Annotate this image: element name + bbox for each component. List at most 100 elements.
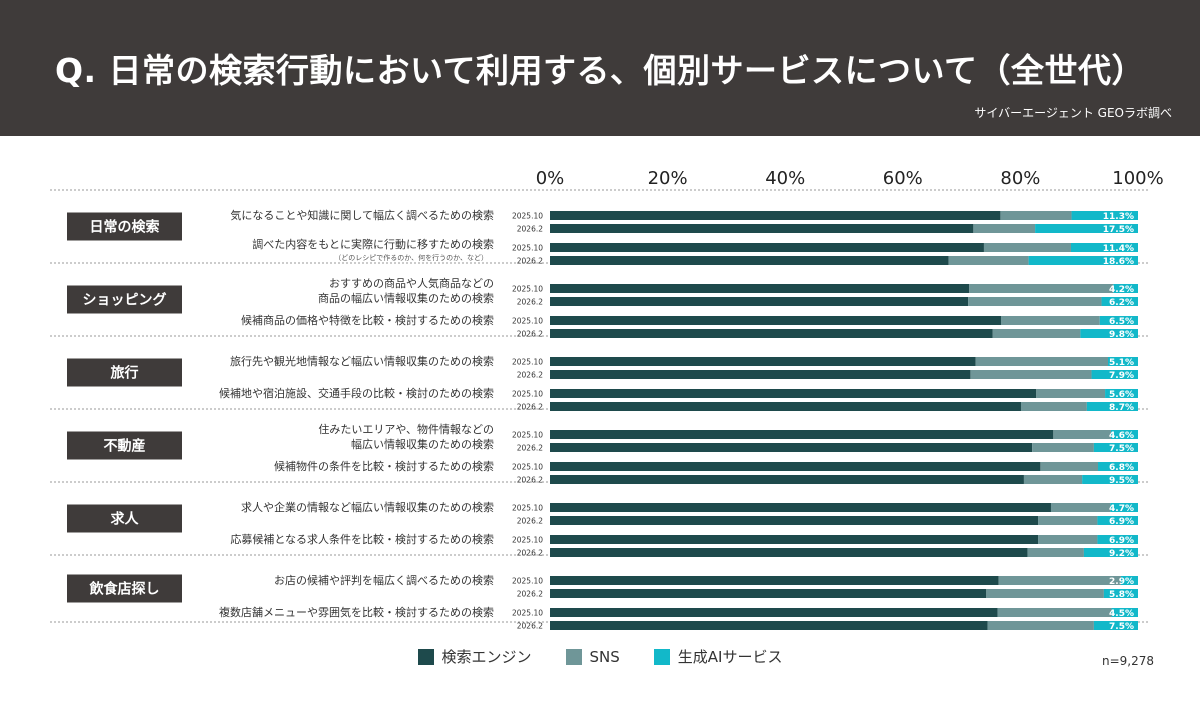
sample-size: n=9,278 — [1101, 654, 1154, 668]
category-label-3: 不動産 — [104, 438, 146, 455]
period-label-0-0-0: 2025.10 — [512, 212, 543, 221]
period-label-2-0-0: 2025.10 — [512, 358, 543, 367]
x-tick-label-4: 80% — [1000, 168, 1040, 189]
item-label-0-0-0: 気になることや知識に関して幅広く調べるための検索 — [230, 208, 494, 222]
period-label-5-0-0: 2025.10 — [512, 577, 543, 586]
ai-value-label-0-0-0: 11.3% — [1103, 212, 1134, 222]
period-label-4-1-0: 2025.10 — [512, 536, 543, 545]
bar-ai-0-1-1 — [1028, 256, 1138, 265]
period-label-0-1-1: 2026.2 — [517, 257, 543, 266]
item-label-5-1-0: 複数店舗メニューや雰囲気を比較・検討するための検索 — [219, 605, 494, 619]
bar-ai-3-1-0 — [1098, 462, 1138, 471]
item-label-3-0-1: 幅広い情報収集のための検索 — [351, 437, 494, 451]
chart-title: Q. 日常の検索行動において利用する、個別サービスについて（全世代） — [54, 51, 1146, 90]
bar-sns-5-0-1 — [986, 589, 1104, 598]
bar-sns-3-1-1 — [1023, 475, 1083, 484]
ai-value-label-2-1-1: 8.7% — [1109, 403, 1134, 413]
bar-sns-5-1-0 — [997, 608, 1112, 617]
bar-sns-3-1-0 — [1040, 462, 1099, 471]
bar-sns-4-0-1 — [1038, 516, 1098, 525]
bar-sns-4-1-0 — [1038, 535, 1098, 544]
bar-ai-3-0-1 — [1093, 443, 1138, 452]
bar-search-0-0-0 — [550, 211, 1001, 220]
x-tick-label-5: 100% — [1112, 168, 1163, 189]
bar-search-2-1-1 — [550, 402, 1021, 411]
item-label-4-0-0: 求人や企業の情報など幅広い情報収集のための検索 — [241, 500, 494, 514]
category-box-1 — [67, 285, 182, 314]
ai-value-label-3-1-1: 9.5% — [1109, 476, 1134, 486]
bar-ai-4-1-0 — [1097, 535, 1138, 544]
category-box-3 — [67, 431, 182, 460]
bar-ai-3-0-0 — [1110, 430, 1138, 439]
period-label-3-0-1: 2026.2 — [517, 444, 543, 453]
legend-item-search: 検索エンジン — [417, 646, 532, 667]
item-label-0-1-0: 調べた内容をもとに実際に行動に移すための検索 — [252, 237, 494, 251]
period-label-1-0-1: 2026.2 — [517, 298, 543, 307]
period-label-0-1-0: 2025.10 — [512, 244, 543, 253]
bar-search-2-1-0 — [550, 389, 1037, 398]
ai-value-label-4-0-1: 6.9% — [1109, 517, 1134, 527]
bar-sns-1-0-0 — [969, 284, 1114, 293]
item-note-0-1: （どのレシピで作るのか、何を行うのか、など） — [334, 253, 488, 262]
bar-search-1-0-1 — [550, 297, 969, 306]
ai-value-label-0-1-1: 18.6% — [1103, 257, 1134, 267]
bar-ai-2-1-1 — [1086, 402, 1138, 411]
bar-ai-1-1-1 — [1080, 329, 1138, 338]
bar-search-3-0-1 — [550, 443, 1033, 452]
bar-search-0-1-0 — [550, 243, 984, 252]
ai-value-label-2-0-1: 7.9% — [1109, 371, 1134, 381]
bar-sns-0-1-0 — [983, 243, 1071, 252]
period-label-3-0-0: 2025.10 — [512, 431, 543, 440]
bar-sns-0-0-1 — [973, 224, 1036, 233]
bar-sns-1-1-0 — [1000, 316, 1100, 325]
bar-search-3-1-1 — [550, 475, 1024, 484]
item-label-1-1-0: 候補商品の価格や特徴を比較・検討するための検索 — [241, 313, 494, 327]
legend-label-ai: 生成AIサービス — [677, 648, 783, 666]
bar-search-3-0-0 — [550, 430, 1054, 439]
bar-search-4-1-1 — [550, 548, 1028, 557]
bar-ai-4-1-1 — [1083, 548, 1138, 557]
period-label-2-1-1: 2026.2 — [517, 403, 543, 412]
bar-sns-5-0-0 — [998, 576, 1121, 585]
item-label-1-0-0: おすすめの商品や人気商品などの — [329, 276, 494, 290]
category-box-5 — [67, 574, 182, 603]
category-label-0: 日常の検索 — [90, 219, 160, 236]
ai-value-label-1-0-1: 6.2% — [1109, 298, 1134, 308]
item-label-2-0-0: 旅行先や観光地情報など幅広い情報収集のための検索 — [230, 354, 494, 368]
x-tick-label-3: 60% — [883, 168, 923, 189]
ai-value-label-1-1-1: 9.8% — [1109, 330, 1134, 340]
item-label-4-1-0: 応募候補となる求人条件を比較・検討するための検索 — [230, 532, 494, 546]
ai-value-label-3-0-1: 7.5% — [1109, 444, 1134, 454]
period-label-1-1-0: 2025.10 — [512, 317, 543, 326]
bar-ai-5-0-0 — [1120, 576, 1138, 585]
bar-sns-0-0-0 — [1000, 211, 1072, 220]
bar-sns-0-1-1 — [948, 256, 1029, 265]
ai-value-label-2-0-0: 5.1% — [1109, 358, 1134, 368]
bar-ai-3-1-1 — [1082, 475, 1138, 484]
category-box-2 — [67, 358, 182, 387]
bar-ai-5-1-0 — [1111, 608, 1138, 617]
period-label-3-1-0: 2025.10 — [512, 463, 543, 472]
header: Q. 日常の検索行動において利用する、個別サービスについて（全世代） サイバーエ… — [0, 0, 1200, 136]
bar-search-5-0-1 — [550, 589, 987, 598]
bar-search-1-1-0 — [550, 316, 1001, 325]
bar-sns-2-0-1 — [970, 370, 1092, 379]
bar-sns-3-0-0 — [1053, 430, 1111, 439]
ai-value-label-5-1-1: 7.5% — [1109, 622, 1134, 632]
bar-sns-3-0-1 — [1032, 443, 1094, 452]
ai-value-label-3-0-0: 4.6% — [1109, 431, 1134, 441]
bar-search-4-0-1 — [550, 516, 1039, 525]
bar-search-2-0-1 — [550, 370, 971, 379]
x-tick-label-1: 20% — [648, 168, 688, 189]
bar-search-5-0-0 — [550, 576, 999, 585]
ai-value-label-1-1-0: 6.5% — [1109, 317, 1134, 327]
period-label-1-1-1: 2026.2 — [517, 330, 543, 339]
source-credit: サイバーエージェント GEOラボ調べ — [974, 106, 1172, 120]
bar-search-5-1-1 — [550, 621, 988, 630]
legend-swatch-ai — [653, 648, 670, 665]
ai-value-label-4-1-0: 6.9% — [1109, 536, 1134, 546]
bar-ai-1-0-1 — [1101, 297, 1138, 306]
category-box-4 — [67, 504, 182, 533]
ai-value-label-4-0-0: 4.7% — [1109, 504, 1134, 514]
period-label-5-0-1: 2026.2 — [517, 590, 543, 599]
